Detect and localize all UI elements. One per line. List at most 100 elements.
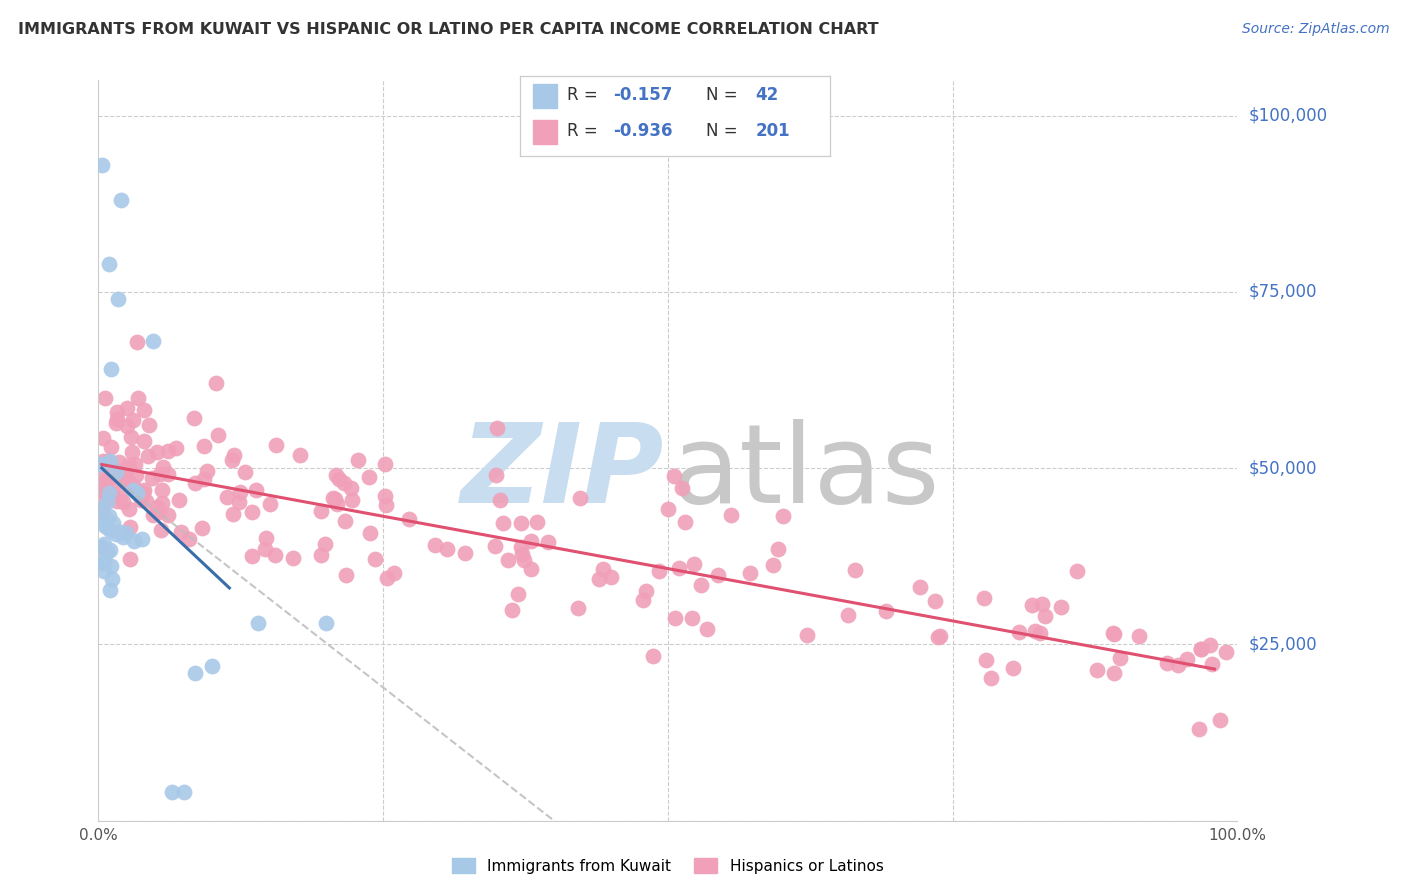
Point [1104, 627, 1126, 641]
Point [259, 497, 281, 511]
Point [264, 548, 287, 562]
Point [157, 467, 180, 481]
Point [150, 483, 173, 497]
Point [122, 480, 145, 494]
Point [129, 493, 152, 508]
Text: atlas: atlas [671, 419, 939, 526]
Point [94, 514, 117, 528]
Point [107, 455, 129, 469]
Point [132, 483, 155, 497]
Point [91, 453, 114, 467]
Point [93, 475, 115, 490]
Point [648, 564, 671, 578]
Point [980, 671, 1002, 685]
Point [96, 473, 118, 487]
Point [696, 622, 718, 636]
Point [489, 493, 512, 508]
Point [689, 578, 711, 592]
Point [1175, 651, 1198, 665]
Point [671, 482, 693, 496]
Point [118, 501, 141, 516]
Point [485, 421, 508, 435]
Point [281, 551, 304, 566]
Point [122, 534, 145, 549]
Point [288, 448, 311, 462]
Point [96, 489, 118, 503]
Point [520, 561, 543, 575]
Point [322, 491, 344, 505]
Text: $25,000: $25,000 [1249, 635, 1317, 653]
Point [520, 534, 543, 549]
Point [131, 532, 153, 546]
Text: ZIP: ZIP [461, 419, 665, 526]
Point [110, 491, 132, 505]
Point [567, 601, 589, 615]
Point [149, 467, 172, 482]
Point [193, 439, 215, 453]
Point [340, 493, 363, 508]
Point [100, 362, 122, 376]
Point [156, 444, 179, 458]
Point [103, 516, 125, 530]
Point [364, 552, 387, 566]
Point [1167, 658, 1189, 673]
Point [910, 580, 932, 594]
Point [91, 496, 114, 510]
Point [94, 391, 117, 405]
Point [141, 470, 163, 484]
Point [240, 549, 263, 564]
Point [228, 494, 250, 508]
Point [374, 457, 396, 471]
Point [673, 516, 696, 530]
Point [796, 628, 818, 642]
Point [510, 516, 533, 530]
Point [374, 489, 396, 503]
Point [125, 335, 148, 350]
Point [657, 502, 679, 516]
Point [492, 516, 515, 531]
Point [114, 464, 136, 478]
Point [314, 537, 336, 551]
Point [114, 468, 136, 483]
Point [98, 509, 121, 524]
Point [90, 540, 112, 554]
Point [127, 391, 149, 405]
Point [1201, 657, 1223, 671]
Point [664, 469, 686, 483]
Point [107, 494, 129, 508]
Point [98, 491, 121, 505]
Text: $75,000: $75,000 [1249, 283, 1317, 301]
Point [510, 547, 533, 561]
Point [115, 418, 138, 433]
Point [142, 334, 165, 348]
Point [124, 467, 146, 482]
Point [104, 465, 127, 479]
Point [333, 475, 356, 490]
Point [93, 506, 115, 520]
Point [100, 441, 122, 455]
Point [138, 417, 160, 432]
Point [221, 453, 243, 467]
Point [325, 467, 347, 482]
Point [740, 566, 762, 580]
Point [636, 583, 658, 598]
Point [484, 467, 506, 482]
Text: -0.157: -0.157 [613, 87, 672, 104]
Bar [533, 120, 557, 144]
Point [90, 502, 112, 516]
Point [1024, 624, 1046, 638]
Point [121, 413, 143, 427]
Point [326, 497, 349, 511]
Point [184, 665, 207, 680]
Legend: Immigrants from Kuwait, Hispanics or Latinos: Immigrants from Kuwait, Hispanics or Lat… [446, 852, 890, 880]
Point [91, 541, 114, 555]
Point [93, 477, 115, 491]
Point [335, 567, 357, 582]
Point [1001, 661, 1024, 675]
Point [170, 524, 193, 539]
Point [124, 457, 146, 471]
Point [222, 448, 245, 462]
Point [246, 616, 269, 631]
Point [641, 649, 664, 664]
Point [1033, 609, 1056, 624]
